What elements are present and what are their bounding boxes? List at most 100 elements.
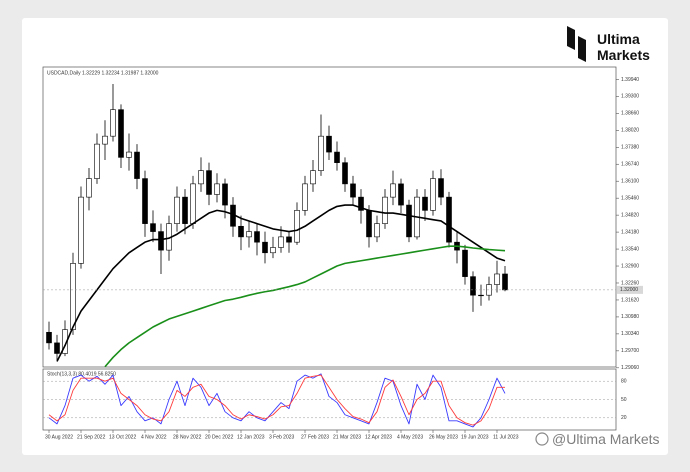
candle-body (134, 151, 140, 179)
candle-body (470, 276, 476, 296)
candle-body (126, 151, 132, 158)
candle-body (422, 196, 428, 211)
candle-body (190, 183, 196, 224)
candle-body (158, 231, 164, 251)
indicator-tick-label: 20 (621, 415, 627, 421)
logo: Ultima Markets (567, 26, 650, 63)
candle-body (382, 196, 388, 224)
candle-body (390, 183, 396, 198)
x-tick-label: 27 Feb 2023 (301, 434, 329, 440)
x-tick-label: 21 Sep 2022 (77, 434, 106, 440)
indicator-tick-label: 50 (621, 397, 627, 403)
watermark-icon (535, 432, 549, 446)
candle-body (246, 231, 252, 238)
y-tick-label: 1.29700 (621, 348, 639, 354)
candle-body (446, 196, 452, 243)
x-tick-label: 4 Nov 2022 (141, 434, 167, 440)
y-tick-label: 1.36100 (621, 179, 639, 185)
y-tick-label: 1.29060 (621, 365, 639, 371)
logo-mark (578, 36, 586, 62)
y-tick-label: 1.35460 (621, 196, 639, 202)
y-tick-label: 1.37380 (621, 145, 639, 151)
candle-body (86, 178, 92, 198)
moving-average (104, 245, 506, 368)
candle-body (302, 183, 308, 211)
x-tick-label: 21 Mar 2023 (333, 434, 361, 440)
logo-mark (567, 26, 575, 50)
y-tick-label: 1.30340 (621, 331, 639, 337)
logo-text: Ultima (597, 31, 640, 47)
card (22, 18, 668, 455)
candle-body (102, 135, 108, 145)
candle-body (334, 151, 340, 163)
candle-body (398, 183, 404, 206)
current-price-box (617, 285, 643, 294)
candle-body (206, 170, 212, 195)
candle-body (238, 225, 244, 238)
candle-body (350, 183, 356, 198)
moving-average (56, 204, 506, 362)
current-price-label: 1.32000 (620, 287, 638, 293)
y-tick-label: 1.34180 (621, 229, 639, 235)
x-tick-label: 4 May 2023 (397, 434, 423, 440)
logo-text: Markets (597, 47, 650, 63)
indicator-tick-label: 80 (621, 379, 627, 385)
y-tick-label: 1.39940 (621, 77, 639, 83)
main-frame (42, 66, 617, 368)
y-tick-label: 1.32900 (621, 263, 639, 269)
candle-body (182, 196, 188, 224)
candle-body (70, 263, 76, 330)
x-tick-label: 3 Feb 2023 (269, 434, 295, 440)
y-tick-label: 1.31620 (621, 297, 639, 303)
y-tick-label: 1.36740 (621, 162, 639, 168)
candle-body (406, 204, 412, 238)
y-tick-label: 1.39300 (621, 94, 639, 100)
candle-body (294, 210, 300, 243)
candle-body (94, 143, 100, 179)
candle-body (110, 109, 116, 137)
y-tick-label: 1.33540 (621, 246, 639, 252)
x-tick-label: 13 Oct 2022 (109, 434, 136, 440)
x-tick-label: 12 Jan 2023 (237, 434, 265, 440)
candle-body (462, 249, 468, 277)
candle-body (318, 135, 324, 171)
plot: 1.39940 1.39300 1.38660 1.38020 1.37380 1.367… (43, 77, 643, 440)
candle-body (270, 247, 276, 254)
x-tick-label: 20 Dec 2022 (205, 434, 234, 440)
candle-body (262, 241, 268, 254)
x-tick-label: 30 Aug 2022 (45, 434, 73, 440)
y-tick-label: 1.32260 (621, 280, 639, 286)
y-tick-label: 1.38660 (621, 111, 639, 117)
candle-body (254, 231, 260, 243)
candle-body (502, 273, 508, 291)
candle-body (326, 135, 332, 153)
candle-body (342, 162, 348, 185)
candle-body (278, 236, 284, 248)
x-tick-label: 12 Apr 2023 (365, 434, 392, 440)
x-tick-label: 19 Jun 2023 (461, 434, 489, 440)
candle-body (54, 342, 60, 354)
candle-body (478, 294, 484, 297)
candle-body (118, 109, 124, 158)
candle-body (150, 223, 156, 232)
candle-body (142, 178, 148, 224)
stochastic-line (48, 374, 505, 426)
candle-body (46, 331, 52, 344)
chart-title: USDCAD,Daily 1.32229 1.32234 1.31987 1.3… (47, 70, 159, 76)
candle-body (358, 196, 364, 211)
y-tick-label: 1.34820 (621, 212, 639, 218)
candle-body (174, 196, 180, 224)
candle-body (430, 178, 436, 211)
y-tick-label: 1.30980 (621, 314, 639, 320)
candle-body (366, 210, 372, 238)
candle-body (214, 183, 220, 195)
x-tick-label: 26 May 2023 (429, 434, 458, 440)
watermark: @Ultima Markets (535, 431, 660, 447)
candle-body (222, 183, 228, 206)
y-tick-label: 1.38020 (621, 128, 639, 134)
candle-body (198, 170, 204, 185)
candle-body (78, 196, 84, 264)
watermark-text: @Ultima Markets (552, 431, 660, 447)
candle-body (310, 170, 316, 185)
